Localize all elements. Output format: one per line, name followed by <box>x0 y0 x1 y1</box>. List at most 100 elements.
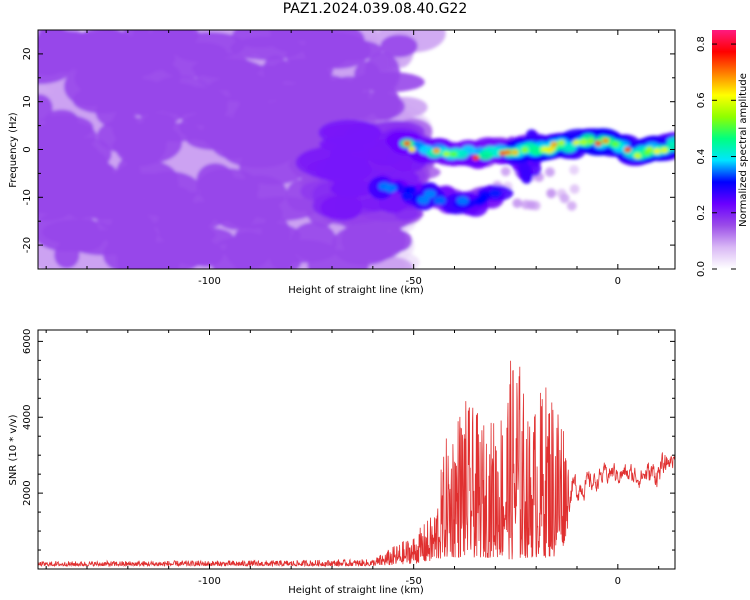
heatmap-cell <box>500 166 511 177</box>
spectrogram-cells <box>38 30 675 269</box>
heatmap-cell <box>569 184 580 194</box>
heatmap-cell <box>186 129 247 151</box>
heatmap-cell <box>354 61 381 88</box>
heatmap-cell <box>456 196 469 205</box>
heatmap-cell <box>330 180 375 198</box>
heatmap-cell <box>433 196 446 205</box>
heatmap-cell <box>38 94 53 122</box>
heatmap-cell <box>548 145 556 152</box>
heatmap-cell <box>511 149 519 156</box>
heatmap-cell <box>521 147 529 154</box>
heatmap-cell <box>40 165 80 199</box>
heatmap-cell <box>331 224 397 266</box>
snr-frame <box>37 329 676 570</box>
snr-y-tick-label: 4000 <box>22 405 33 430</box>
spectrogram-x-axis-label: Height of straight line (km) <box>288 285 424 296</box>
snr-y-tick-label: 2000 <box>22 480 33 505</box>
colorbar-tick-label: 0.4 <box>696 149 707 165</box>
heatmap-cell <box>408 146 416 153</box>
heatmap-cell <box>114 122 183 164</box>
heatmap-cell <box>453 149 469 160</box>
heatmap-cell <box>417 195 430 205</box>
colorbar-tick-label: 0.8 <box>696 36 707 52</box>
spectrogram-x-tick-label: -100 <box>198 276 221 287</box>
heatmap-cell <box>107 87 180 114</box>
heatmap-cell <box>432 147 441 154</box>
colorbar-gradient <box>712 30 736 269</box>
heatmap-cell <box>107 217 135 257</box>
heatmap-cell <box>646 146 654 152</box>
spectrogram-x-tick-label: -50 <box>405 276 421 287</box>
heatmap-cell <box>38 55 72 85</box>
colorbar-ticks: 0.0 0.2 0.4 0.6 0.8 <box>696 36 736 277</box>
heatmap-cell <box>660 147 669 154</box>
heatmap-cell <box>526 200 536 210</box>
heatmap-cell <box>401 191 414 201</box>
snr-series-line <box>38 360 675 568</box>
snr-x-tick-label: -100 <box>198 576 221 587</box>
heatmap-cell <box>601 137 610 144</box>
heatmap-cell <box>594 140 602 147</box>
heatmap-cell <box>230 36 304 61</box>
heatmap-cell <box>343 91 405 122</box>
heatmap-cell <box>529 161 542 177</box>
page-title: PAZ1.2024.039.08.40.G22 <box>282 1 468 17</box>
heatmap-cell <box>566 201 577 211</box>
heatmap-cell <box>196 163 235 197</box>
heatmap-cell <box>653 148 661 155</box>
heatmap-cell <box>579 139 588 145</box>
colorbar-tick-label: 0.0 <box>696 261 707 277</box>
heatmap-cell <box>520 169 533 184</box>
heatmap-cell <box>559 193 570 204</box>
heatmap-cell <box>384 184 397 193</box>
heatmap-cell <box>143 243 181 269</box>
heatmap-cell <box>499 150 507 157</box>
spectrogram-y-tick-label: -20 <box>22 237 33 253</box>
heatmap-cell <box>450 151 458 158</box>
snr-ticks: -100 -50 0 2000 4000 6000 <box>22 329 675 587</box>
heatmap-cell <box>262 239 337 264</box>
heatmap-cell <box>478 150 493 161</box>
heatmap-cell <box>442 151 450 157</box>
heatmap-cell <box>318 119 381 146</box>
heatmap-cell <box>587 138 595 145</box>
heatmap-cell <box>142 113 176 133</box>
heatmap-cell <box>259 117 291 161</box>
heatmap-cell <box>561 143 577 153</box>
heatmap-cell <box>557 139 566 146</box>
heatmap-cell <box>569 165 579 175</box>
heatmap-cell <box>183 88 229 115</box>
heatmap-cell <box>545 167 555 177</box>
spectrogram-y-tick-label: 20 <box>22 48 33 61</box>
heatmap-cell <box>489 188 502 198</box>
heatmap-cell <box>186 201 216 229</box>
heatmap-cell <box>550 141 558 148</box>
snr-x-axis-label: Height of straight line (km) <box>288 585 424 596</box>
spectrogram-y-tick-label: 0 <box>22 146 33 152</box>
heatmap-cell <box>326 154 352 174</box>
heatmap-cell <box>403 140 411 147</box>
heatmap-cell <box>158 225 216 245</box>
heatmap-cell <box>212 190 258 230</box>
heatmap-cell <box>404 185 417 194</box>
snr-panel: -100 -50 0 2000 4000 6000 Height of straight … <box>8 329 676 596</box>
heatmap-cell <box>74 61 129 96</box>
snr-x-tick-label: -50 <box>405 576 421 587</box>
heatmap-cell <box>633 153 642 159</box>
heatmap-cell <box>623 146 632 153</box>
snr-x-tick-label: 0 <box>615 576 621 587</box>
heatmap-cell <box>546 188 557 199</box>
heatmap-cell <box>611 141 620 148</box>
spectrogram-y-axis-label: Frequency (Hz) <box>8 112 19 188</box>
heatmap-cell <box>38 210 99 252</box>
heatmap-cell <box>66 149 108 173</box>
spectrogram-y-tick-label: -10 <box>22 189 33 205</box>
heatmap-cell <box>82 185 115 213</box>
heatmap-cell <box>476 195 489 204</box>
heatmap-cell <box>572 139 580 146</box>
colorbar: 0.0 0.2 0.4 0.6 0.8 Normalized spectral ampl… <box>696 30 749 277</box>
snr-y-tick-label: 6000 <box>22 329 33 354</box>
